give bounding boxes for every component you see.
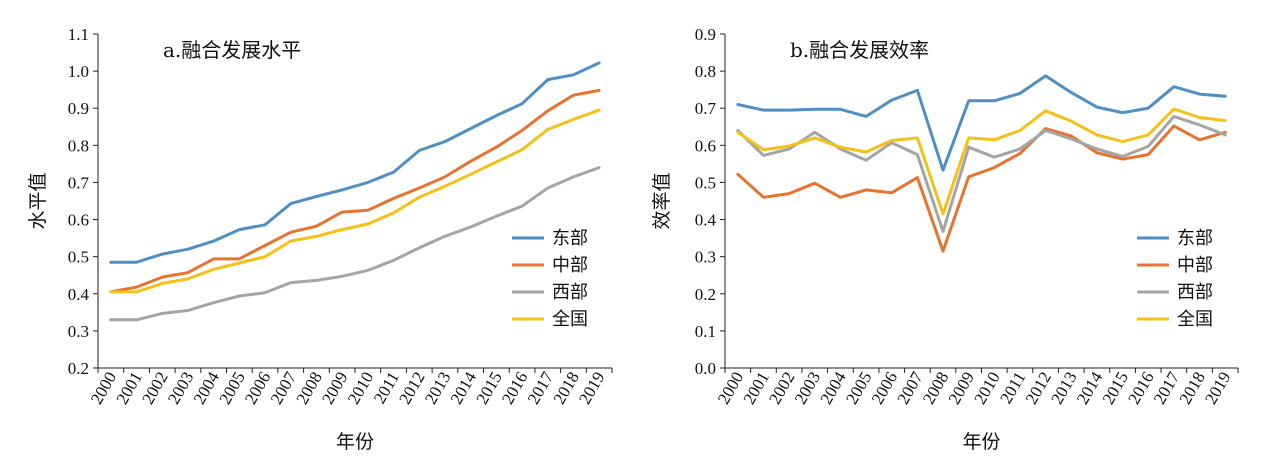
x-tick-label: 2001	[113, 369, 146, 408]
y-tick-label: 0.8	[695, 62, 716, 81]
x-tick-label: 2003	[791, 369, 824, 408]
x-tick-label: 2015	[1099, 369, 1132, 408]
x-tick-label: 2003	[164, 369, 197, 408]
x-tick-label: 2012	[395, 369, 428, 408]
x-axis-title: 年份	[336, 431, 374, 453]
x-tick-label: 2010	[970, 368, 1003, 407]
y-tick-label: 0.4	[68, 285, 90, 304]
y-tick-label: 0.5	[695, 173, 716, 192]
x-tick-label: 2001	[739, 369, 772, 408]
x-axis-title: 年份	[962, 431, 1000, 453]
series-line-3	[109, 166, 601, 322]
x-tick-label: 2017	[524, 368, 558, 407]
y-tick-label: 0.7	[695, 99, 717, 118]
y-tick-label: 0.1	[695, 322, 716, 341]
legend-label: 东部	[552, 228, 588, 249]
x-tick-label: 2018	[1176, 369, 1209, 408]
x-tick-label: 2017	[1150, 368, 1184, 407]
x-tick-label: 2005	[215, 369, 248, 408]
x-tick-label: 2000	[714, 369, 747, 408]
x-tick-label: 2006	[241, 369, 274, 408]
x-tick-label: 2016	[1124, 369, 1157, 408]
y-tick-label: 0.9	[695, 25, 716, 44]
x-tick-label: 2012	[1022, 369, 1055, 408]
chart-fusion-level: 0.20.30.40.50.60.70.80.91.01.12000200120…	[27, 25, 613, 453]
x-tick-label: 2005	[842, 369, 875, 408]
x-tick-label: 2016	[498, 369, 531, 408]
x-tick-label: 2002	[765, 369, 798, 408]
y-axis-title: 水平值	[27, 172, 49, 229]
y-tick-label: 0.6	[695, 136, 716, 155]
series-line-3	[736, 114, 1227, 233]
x-tick-label: 2010	[344, 369, 377, 408]
series-line-1	[109, 61, 601, 264]
x-tick-label: 2014	[1073, 368, 1107, 407]
y-tick-label: 1.0	[68, 62, 89, 81]
legend-label: 中部	[1177, 255, 1213, 276]
legend-label: 东部	[1177, 228, 1213, 249]
series-line-2	[109, 88, 601, 294]
chart-fusion-efficiency: 0.00.10.20.30.40.50.60.70.80.92000200120…	[651, 25, 1239, 453]
y-tick-label: 0.8	[68, 136, 89, 155]
legend-label: 全国	[1177, 309, 1213, 330]
y-tick-label: 0.7	[68, 173, 90, 192]
y-tick-label: 0.2	[68, 359, 89, 378]
legend-label: 中部	[552, 255, 588, 276]
x-tick-label: 2000	[87, 369, 120, 408]
series-line-4	[736, 107, 1227, 216]
x-tick-label: 2013	[1047, 369, 1080, 408]
series-line-4	[109, 108, 601, 294]
x-tick-label: 2006	[868, 369, 901, 408]
y-tick-label: 0.5	[68, 248, 89, 267]
y-tick-label: 0.9	[68, 99, 89, 118]
x-tick-label: 2015	[472, 368, 505, 407]
y-tick-label: 0.2	[695, 285, 716, 304]
y-tick-label: 0.6	[68, 211, 89, 230]
chart-title: a.融合发展水平	[163, 38, 301, 62]
x-tick-label: 2007	[893, 368, 927, 407]
y-axis-title: 效率值	[651, 172, 673, 229]
x-tick-label: 2014	[447, 368, 481, 407]
x-tick-label: 2008	[919, 369, 952, 408]
y-tick-label: 0.4	[695, 211, 717, 230]
x-tick-label: 2008	[292, 369, 325, 408]
legend-label: 西部	[552, 282, 588, 303]
series-line-1	[736, 74, 1227, 172]
x-tick-label: 2009	[945, 369, 978, 408]
x-tick-label: 2002	[138, 369, 171, 408]
legend-label: 西部	[1177, 282, 1213, 303]
y-tick-label: 0.3	[68, 322, 89, 341]
x-tick-label: 2018	[549, 369, 582, 408]
x-tick-label: 2004	[816, 368, 850, 407]
legend-label: 全国	[552, 309, 588, 330]
y-tick-label: 1.1	[68, 25, 89, 44]
x-tick-label: 2011	[996, 369, 1029, 407]
x-tick-label: 2013	[421, 369, 454, 408]
x-tick-label: 2009	[318, 369, 351, 408]
x-tick-label: 2019	[1201, 369, 1234, 408]
chart-title: b.融合发展效率	[790, 38, 929, 62]
y-tick-label: 0.3	[695, 248, 716, 267]
x-tick-label: 2004	[190, 368, 224, 407]
x-tick-label: 2011	[370, 369, 403, 407]
x-tick-label: 2019	[575, 369, 608, 408]
y-tick-label: 0.0	[695, 359, 716, 378]
series-line-2	[736, 124, 1227, 253]
x-tick-label: 2007	[267, 368, 301, 407]
